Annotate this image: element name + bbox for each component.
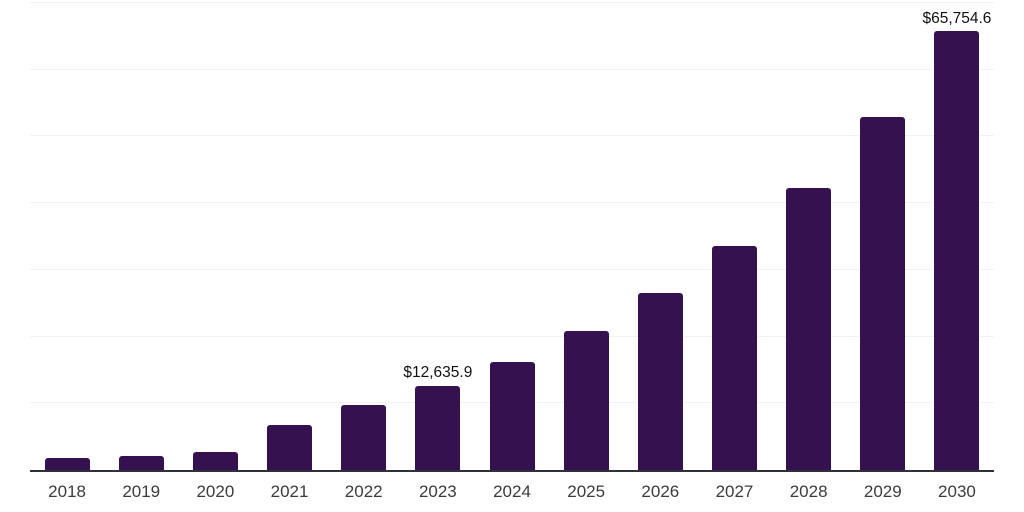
x-tick-2026: 2026 xyxy=(641,482,680,501)
x-tick-2024: 2024 xyxy=(493,482,531,501)
bar-2024 xyxy=(489,361,535,470)
bar-2025 xyxy=(563,330,609,470)
gridline-20000 xyxy=(30,335,994,337)
bar-column-2020 xyxy=(178,3,252,470)
bar-column-2028 xyxy=(772,3,846,470)
bar-2019 xyxy=(118,455,164,470)
bar-column-2021 xyxy=(252,3,326,470)
x-tick-2020: 2020 xyxy=(196,482,235,501)
bar-2026 xyxy=(637,293,683,470)
bar-column-2030: $65,754.6 xyxy=(920,3,994,470)
bar-value-label-2023: $12,635.9 xyxy=(403,364,473,382)
x-tick-2025: 2025 xyxy=(567,482,606,501)
bar-value-label-2030: $65,754.6 xyxy=(922,9,992,27)
bar-column-2029 xyxy=(846,3,920,470)
x-tick-2029: 2029 xyxy=(863,482,902,501)
x-tick-2027: 2027 xyxy=(715,482,754,501)
x-tick-2018: 2018 xyxy=(48,482,86,501)
x-tick-2028: 2028 xyxy=(789,482,828,501)
bar-2028 xyxy=(786,188,832,470)
gridline-70000 xyxy=(30,2,994,3)
bar-column-2019 xyxy=(104,3,178,470)
bar-2020 xyxy=(192,452,238,470)
bar-column-2018 xyxy=(30,3,104,470)
bar-2030 xyxy=(934,31,980,470)
gridline-30000 xyxy=(30,268,994,270)
bar-2029 xyxy=(860,117,906,470)
bar-2018 xyxy=(44,458,90,470)
bar-column-2026 xyxy=(623,3,697,470)
gridline-40000 xyxy=(30,202,994,204)
gridline-60000 xyxy=(30,68,994,70)
plot-area: $12,635.9 $65,754.6 xyxy=(30,2,994,472)
x-tick-2019: 2019 xyxy=(122,482,161,501)
bar-column-2027 xyxy=(697,3,771,470)
bar-column-2024 xyxy=(475,3,549,470)
bars-layer: $12,635.9 $65,754.6 xyxy=(30,3,994,470)
bar-2021 xyxy=(267,425,313,470)
bar-column-2022 xyxy=(327,3,401,470)
x-tick-2030: 2030 xyxy=(938,482,976,501)
gridline-50000 xyxy=(30,135,994,137)
bar-column-2025 xyxy=(549,3,623,470)
x-tick-2021: 2021 xyxy=(270,482,309,501)
bar-2027 xyxy=(711,245,757,470)
x-tick-2023: 2023 xyxy=(418,482,457,501)
x-axis-labels: 2018 2019 2020 2021 2022 2023 2024 2025 2026 2027… xyxy=(30,472,994,512)
bar-2023 xyxy=(415,385,461,470)
x-tick-2022: 2022 xyxy=(344,482,383,501)
bar-column-2023: $12,635.9 xyxy=(401,3,475,470)
bar-2022 xyxy=(341,405,387,470)
